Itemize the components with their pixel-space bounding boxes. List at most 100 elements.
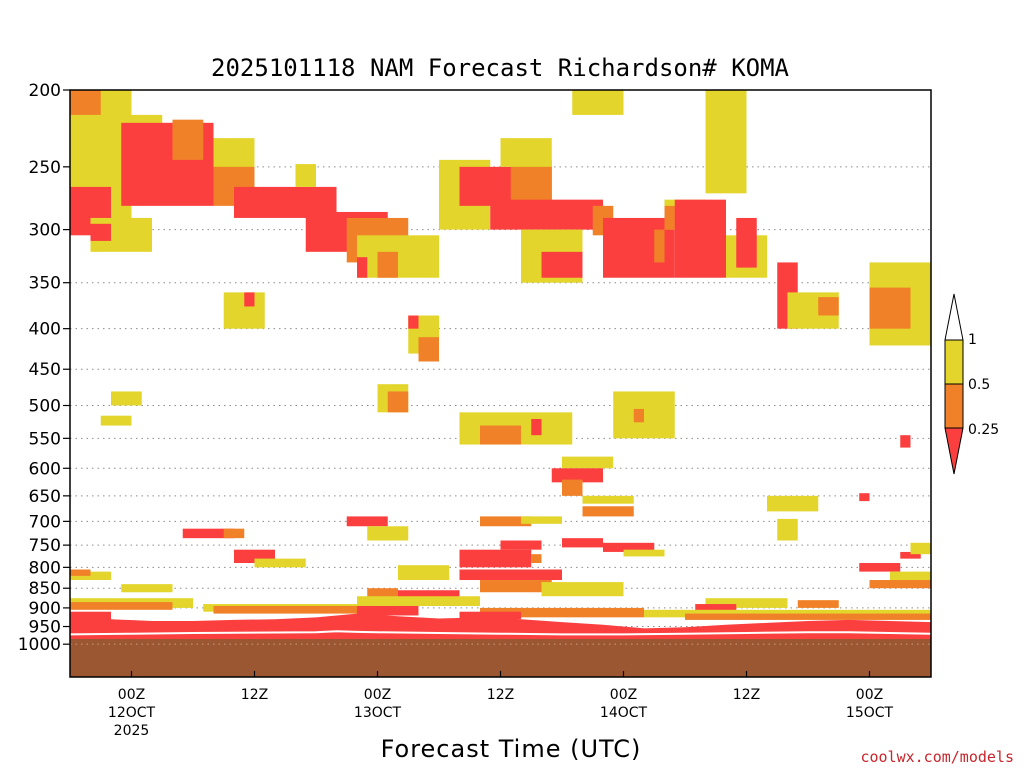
- ri-cell-45: [387, 391, 409, 413]
- richardson-cells: [70, 90, 931, 622]
- chart-title: 2025101118 NAM Forecast Richardson# KOMA: [211, 54, 790, 82]
- ri-cell-71: [480, 516, 532, 527]
- ri-cell-77: [480, 580, 552, 593]
- ri-cell-24: [541, 251, 583, 278]
- ri-cell-1: [70, 90, 101, 115]
- ri-cell-11: [295, 164, 316, 187]
- x-tick-label-2-1: 00Z: [364, 687, 391, 703]
- ri-cell-81: [367, 588, 398, 601]
- y-tick-label-1000: 1000: [18, 635, 61, 655]
- x-tick-label-0-2: 12OCT: [108, 705, 156, 721]
- ri-cell-94: [70, 602, 173, 610]
- ri-cell-88: [900, 551, 921, 559]
- ri-cell-84: [121, 584, 173, 593]
- ri-cell-19: [510, 159, 552, 206]
- y-tick-label-300: 300: [29, 221, 61, 241]
- ri-cell-97: [357, 596, 480, 606]
- y-tick-label-500: 500: [29, 397, 61, 417]
- ri-cell-54: [551, 468, 603, 483]
- ri-cell-66: [223, 528, 245, 539]
- ri-cell-4: [90, 223, 111, 241]
- ri-cell-60: [623, 549, 665, 557]
- ri-cell-20: [500, 138, 552, 167]
- ri-cell-89: [910, 542, 931, 555]
- ground-layer: [70, 613, 931, 677]
- ri-cell-90: [705, 598, 788, 608]
- y-tick-label-450: 450: [29, 360, 61, 380]
- legend-bottom-arrow: [944, 427, 964, 475]
- ri-cell-70: [367, 526, 409, 541]
- ri-cell-63: [900, 435, 911, 448]
- legend-bin-orange: [944, 383, 964, 429]
- ri-cell-59: [603, 542, 655, 552]
- legend-label-1: 1: [968, 332, 977, 348]
- x-tick-label-2-2: 13OCT: [354, 705, 402, 721]
- legend-top-arrow: [944, 293, 964, 341]
- ri-cell-37: [869, 287, 911, 329]
- x-tick-label-4-2: 14OCT: [600, 705, 648, 721]
- ri-cell-101: [70, 611, 111, 622]
- ri-cell-68: [254, 558, 306, 568]
- ri-cell-53: [562, 456, 614, 469]
- ri-cell-21: [490, 199, 603, 230]
- ri-cell-30: [705, 90, 747, 194]
- ri-cell-100: [685, 613, 931, 620]
- ri-cell-64: [859, 493, 870, 502]
- ri-cell-42: [418, 337, 439, 362]
- ri-cell-46: [111, 391, 142, 406]
- ri-cell-55: [562, 479, 583, 496]
- ri-cell-99: [644, 609, 931, 618]
- ri-cell-50: [531, 419, 542, 436]
- ri-cell-61: [767, 495, 819, 512]
- ri-cell-7: [172, 119, 204, 160]
- y-tick-label-250: 250: [29, 158, 61, 178]
- colorbar-legend: 1 0.5 0.25: [944, 293, 999, 475]
- ri-cell-76: [459, 569, 562, 581]
- ri-cell-35: [818, 297, 839, 316]
- ri-cell-103: [459, 611, 521, 620]
- ri-cell-83: [70, 569, 91, 576]
- ri-cell-96: [213, 605, 357, 614]
- ri-cell-73: [459, 549, 532, 568]
- y-tick-label-750: 750: [29, 536, 61, 556]
- ri-cell-79: [398, 565, 450, 581]
- ri-cell-69: [346, 516, 388, 527]
- ri-cell-15: [377, 251, 398, 278]
- x-tick-label-0-3: 2025: [114, 723, 150, 739]
- x-tick-label-5-1: 12Z: [733, 687, 760, 703]
- ri-cell-38: [572, 90, 624, 115]
- ri-cell-29: [674, 199, 726, 278]
- ri-cell-43: [408, 315, 419, 329]
- ri-cell-47: [100, 415, 132, 426]
- ri-cell-16: [357, 257, 368, 278]
- x-tick-label-6-2: 15OCT: [846, 705, 894, 721]
- ri-cell-49: [480, 425, 521, 445]
- y-tick-label-900: 900: [29, 599, 61, 619]
- y-axis: 200 250 300 350 400 450 500 550 600 650 700 7508008…: [18, 81, 70, 655]
- ri-cell-65: [182, 528, 234, 539]
- y-tick-label-400: 400: [29, 320, 61, 340]
- legend-label-0.25: 0.25: [968, 422, 999, 438]
- legend-bin-yellow: [944, 339, 964, 385]
- ri-cell-75: [531, 554, 542, 564]
- x-tick-label-0-1: 00Z: [118, 687, 145, 703]
- ri-cell-74: [500, 540, 542, 550]
- ri-cell-91: [695, 604, 737, 612]
- ri-cell-32: [736, 217, 757, 268]
- ri-cell-72: [521, 516, 562, 524]
- x-tick-label-3-1: 12Z: [487, 687, 514, 703]
- credit-text: coolwx.com/models: [860, 748, 1014, 766]
- ri-cell-78: [541, 582, 624, 597]
- y-tick-label-800: 800: [29, 558, 61, 578]
- y-tick-label-650: 650: [29, 487, 61, 507]
- ri-cell-102: [357, 605, 419, 616]
- ri-cell-62: [777, 518, 798, 541]
- ri-cell-85: [859, 563, 901, 572]
- x-tick-label-4-1: 00Z: [610, 687, 637, 703]
- x-tick-label-6-1: 00Z: [856, 687, 883, 703]
- ri-cell-86: [869, 580, 931, 589]
- surface-line: [70, 630, 931, 636]
- y-tick-label-850: 850: [29, 579, 61, 599]
- ground-fill: [70, 638, 931, 677]
- y-tick-label-600: 600: [29, 459, 61, 479]
